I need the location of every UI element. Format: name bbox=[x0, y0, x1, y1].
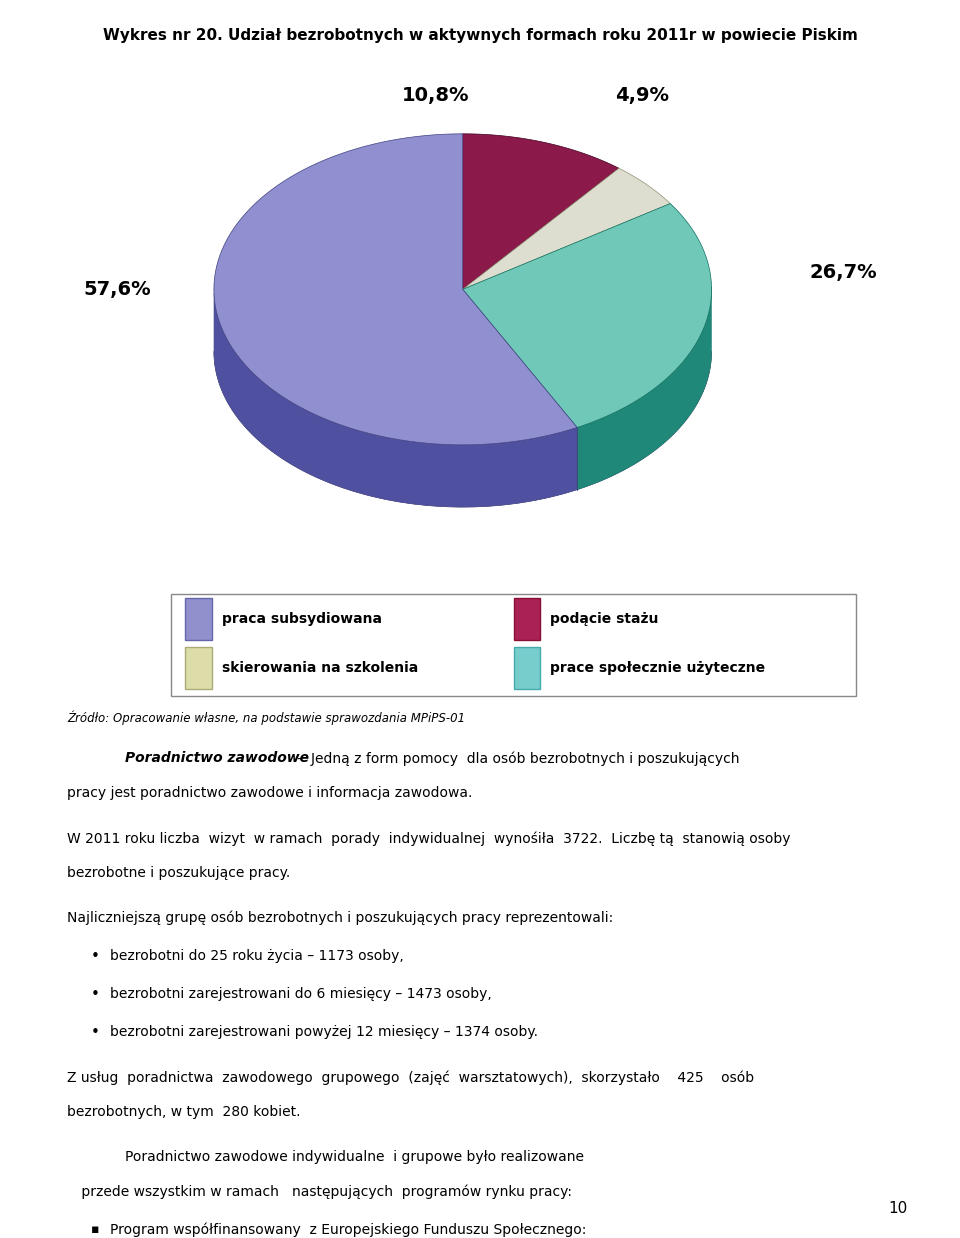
Text: praca subsydiowana: praca subsydiowana bbox=[222, 612, 382, 626]
FancyBboxPatch shape bbox=[185, 598, 211, 640]
Text: W 2011 roku liczba  wizyt  w ramach  porady  indywidualnej  wynośiła  3722.  Lic: W 2011 roku liczba wizyt w ramach porady… bbox=[67, 831, 791, 846]
Text: Poradnictwo zawodowe indywidualne  i grupowe było realizowane: Poradnictwo zawodowe indywidualne i grup… bbox=[125, 1150, 584, 1164]
Text: -  Jedną z form pomocy  dla osób bezrobotnych i poszukujących: - Jedną z form pomocy dla osób bezrobotn… bbox=[293, 751, 739, 766]
Polygon shape bbox=[463, 203, 711, 427]
Text: bezrobotni zarejestrowani powyżej 12 miesięcy – 1374 osoby.: bezrobotni zarejestrowani powyżej 12 mie… bbox=[110, 1025, 539, 1040]
FancyBboxPatch shape bbox=[514, 598, 540, 640]
FancyBboxPatch shape bbox=[185, 647, 211, 688]
FancyBboxPatch shape bbox=[172, 594, 855, 696]
Text: Źródło: Opracowanie własne, na podstawie sprawozdania MPiPS-01: Źródło: Opracowanie własne, na podstawie… bbox=[67, 711, 466, 725]
Text: bezrobotnych, w tym  280 kobiet.: bezrobotnych, w tym 280 kobiet. bbox=[67, 1106, 300, 1119]
Text: ▪: ▪ bbox=[91, 1223, 100, 1236]
Text: bezrobotni zarejestrowani do 6 miesięcy – 1473 osoby,: bezrobotni zarejestrowani do 6 miesięcy … bbox=[110, 987, 492, 1002]
Text: prace społecznie użyteczne: prace społecznie użyteczne bbox=[550, 661, 765, 675]
Text: •: • bbox=[91, 987, 100, 1003]
Text: Poradnictwo zawodowe: Poradnictwo zawodowe bbox=[125, 751, 309, 765]
Polygon shape bbox=[577, 287, 711, 490]
Polygon shape bbox=[214, 293, 577, 508]
Text: Wykres nr 20. Udział bezrobotnych w aktywnych formach roku 2011r w powiecie Pisk: Wykres nr 20. Udział bezrobotnych w akty… bbox=[103, 28, 857, 43]
Text: podącie stażu: podącie stażu bbox=[550, 612, 659, 626]
Text: pracy jest poradnictwo zawodowe i informacja zawodowa.: pracy jest poradnictwo zawodowe i inform… bbox=[67, 786, 472, 800]
Polygon shape bbox=[214, 134, 577, 444]
Text: bezrobotne i poszukujące pracy.: bezrobotne i poszukujące pracy. bbox=[67, 865, 291, 880]
Polygon shape bbox=[463, 134, 619, 290]
Text: Najliczniejszą grupę osób bezrobotnych i poszukujących pracy reprezentowali:: Najliczniejszą grupę osób bezrobotnych i… bbox=[67, 911, 613, 926]
FancyBboxPatch shape bbox=[514, 647, 540, 688]
Text: 10: 10 bbox=[888, 1201, 907, 1216]
Polygon shape bbox=[463, 168, 670, 290]
Text: 26,7%: 26,7% bbox=[809, 262, 876, 281]
Text: skierowania na szkolenia: skierowania na szkolenia bbox=[222, 661, 419, 675]
Text: •: • bbox=[91, 950, 100, 964]
Text: •: • bbox=[91, 1025, 100, 1040]
Text: przede wszystkim w ramach   następujących  programów rynku pracy:: przede wszystkim w ramach następujących … bbox=[77, 1185, 572, 1200]
Text: Z usług  poradnictwa  zawodowego  grupowego  (zajęć  warsztatowych),  skorzystał: Z usług poradnictwa zawodowego grupowego… bbox=[67, 1071, 755, 1084]
Text: bezrobotni do 25 roku życia – 1173 osoby,: bezrobotni do 25 roku życia – 1173 osoby… bbox=[110, 950, 404, 963]
Text: Program współfinansowany  z Europejskiego Funduszu Społecznego:: Program współfinansowany z Europejskiego… bbox=[110, 1223, 587, 1238]
Text: 57,6%: 57,6% bbox=[84, 280, 151, 298]
Text: 10,8%: 10,8% bbox=[401, 87, 468, 105]
Text: 4,9%: 4,9% bbox=[615, 87, 669, 105]
